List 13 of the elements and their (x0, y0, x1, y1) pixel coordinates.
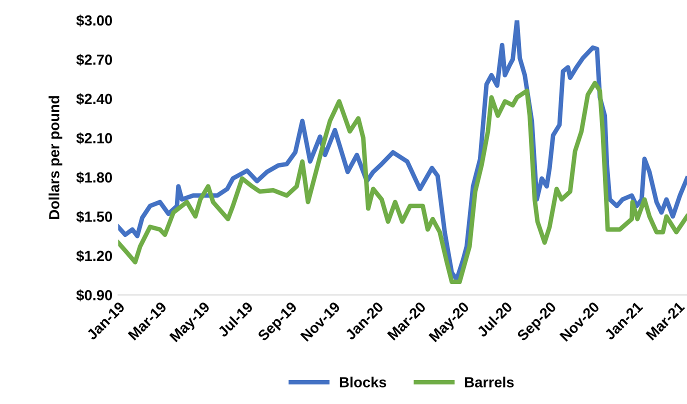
line-series (118, 80, 687, 284)
y-tick-label: $1.20 (76, 250, 112, 262)
y-axis-title: Dollars per pound (48, 96, 62, 219)
y-tick-label: $3.00 (76, 14, 112, 27)
y-tick-label: $0.90 (76, 289, 112, 302)
y-tick-label: $2.70 (76, 54, 112, 66)
legend-label: Barrels (465, 376, 514, 388)
y-tick-label: $1.80 (76, 172, 112, 184)
y-tick-label: $2.40 (76, 93, 112, 106)
line-series (118, 20, 687, 282)
legend-label: Blocks (340, 376, 386, 388)
y-tick-label: $2.10 (76, 132, 112, 144)
y-tick-label: $1.50 (76, 210, 112, 223)
